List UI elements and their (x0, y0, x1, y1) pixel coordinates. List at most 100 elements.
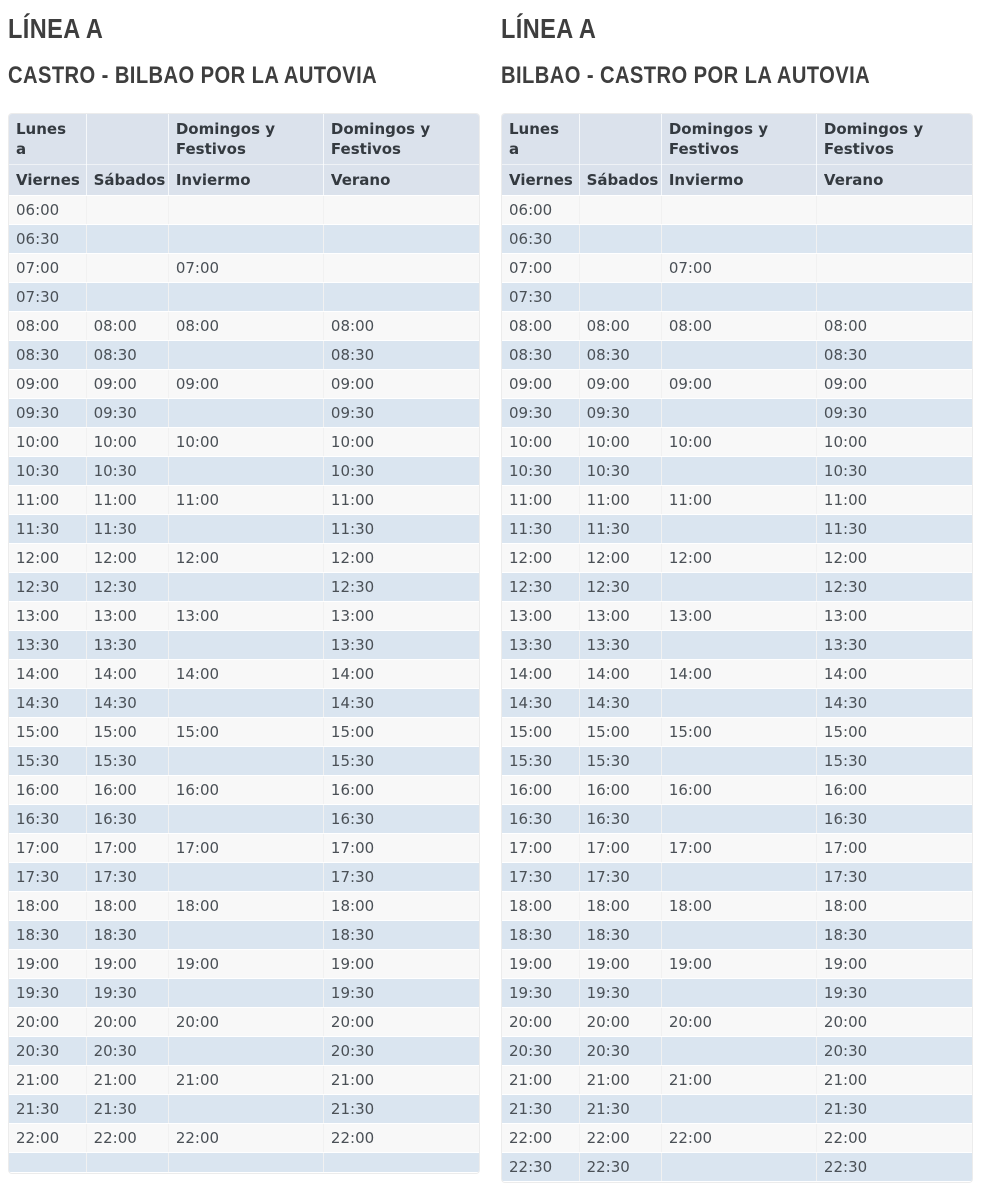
time-cell: 18:00 (661, 891, 817, 921)
time-cell: 18:30 (323, 920, 479, 950)
time-cell (661, 630, 817, 660)
time-cell: 10:00 (816, 427, 972, 457)
time-cell: 22:00 (502, 1123, 580, 1153)
time-cell: 14:00 (502, 659, 580, 689)
time-cell: 18:30 (579, 920, 662, 950)
table-row: 11:00 11:00 11:00 11:00 (502, 485, 972, 515)
table-row: 09:00 09:00 09:00 09:00 (502, 369, 972, 399)
header-saturdays-bottom: Sábados (579, 164, 662, 196)
table-row: 10:00 10:00 10:00 10:00 (502, 427, 972, 457)
line-title: LÍNEA A (501, 13, 597, 44)
time-cell (661, 340, 817, 370)
time-cell: 10:30 (323, 456, 479, 486)
time-cell (86, 1152, 169, 1173)
time-cell (168, 340, 324, 370)
time-cell: 11:00 (816, 485, 972, 515)
time-cell: 09:00 (661, 369, 817, 399)
table-row: 12:30 12:30 12:30 (502, 572, 972, 602)
route-title-castro-bilbao: CASTRO - BILBAO POR LA AUTOVIA (8, 62, 378, 90)
time-cell: 12:00 (502, 543, 580, 573)
time-cell: 15:30 (816, 746, 972, 776)
time-cell: 14:00 (86, 659, 169, 689)
time-cell (323, 253, 479, 283)
timetable-column-castro-bilbao: LÍNEA A CASTRO - BILBAO POR LA AUTOVIA L… (8, 8, 480, 1183)
time-cell: 17:30 (9, 862, 87, 892)
time-cell: 19:00 (168, 949, 324, 979)
time-cell: 19:00 (816, 949, 972, 979)
header-saturdays-top (579, 113, 662, 165)
time-cell (579, 282, 662, 312)
timetable-header: Lunes a Domingos y Festivos Domingos y F… (9, 113, 479, 196)
header-sundays-summer-top: Domingos y Festivos (323, 113, 479, 165)
time-cell: 16:00 (86, 775, 169, 805)
time-cell: 11:00 (86, 485, 169, 515)
time-cell: 21:30 (323, 1094, 479, 1124)
time-cell: 18:00 (168, 891, 324, 921)
time-cell: 14:00 (168, 659, 324, 689)
time-cell: 13:00 (661, 601, 817, 631)
time-cell: 11:30 (579, 514, 662, 544)
time-cell: 08:30 (816, 340, 972, 370)
time-cell (168, 572, 324, 602)
time-cell: 16:30 (86, 804, 169, 834)
time-cell: 20:00 (168, 1007, 324, 1037)
time-cell (168, 456, 324, 486)
line-title: LÍNEA A (8, 13, 104, 44)
time-cell: 11:30 (9, 514, 87, 544)
time-cell: 15:00 (323, 717, 479, 747)
time-cell: 15:00 (9, 717, 87, 747)
table-row: 21:30 21:30 21:30 (9, 1094, 479, 1124)
time-cell: 14:30 (579, 688, 662, 718)
table-row: 11:30 11:30 11:30 (502, 514, 972, 544)
table-row: 08:30 08:30 08:30 (9, 340, 479, 370)
table-row: 12:30 12:30 12:30 (9, 572, 479, 602)
time-cell: 14:30 (86, 688, 169, 718)
time-cell: 21:00 (86, 1065, 169, 1095)
time-cell (9, 1152, 87, 1173)
time-cell (661, 862, 817, 892)
table-row: 06:00 (9, 195, 479, 225)
time-cell (661, 1036, 817, 1066)
time-cell: 16:00 (502, 775, 580, 805)
time-cell: 15:00 (86, 717, 169, 747)
time-cell: 22:00 (323, 1123, 479, 1153)
time-cell: 12:30 (579, 572, 662, 602)
time-cell (168, 804, 324, 834)
time-cell: 10:30 (9, 456, 87, 486)
time-cell: 06:30 (9, 224, 87, 254)
time-cell (168, 224, 324, 254)
table-row: 17:30 17:30 17:30 (502, 862, 972, 892)
time-cell: 22:30 (502, 1152, 580, 1182)
time-cell: 12:30 (9, 572, 87, 602)
time-cell: 15:30 (323, 746, 479, 776)
table-row: 21:00 21:00 21:00 21:00 (502, 1065, 972, 1095)
time-cell: 20:30 (816, 1036, 972, 1066)
time-cell: 08:00 (323, 311, 479, 341)
time-cell: 20:00 (86, 1007, 169, 1037)
time-cell: 19:30 (9, 978, 87, 1008)
time-cell: 16:30 (9, 804, 87, 834)
time-cell (168, 978, 324, 1008)
time-cell: 10:00 (86, 427, 169, 457)
time-cell: 17:00 (661, 833, 817, 863)
time-cell: 10:30 (502, 456, 580, 486)
time-cell: 19:00 (661, 949, 817, 979)
time-cell: 18:00 (9, 891, 87, 921)
time-cell: 17:00 (9, 833, 87, 863)
time-cell: 09:30 (323, 398, 479, 428)
time-cell (661, 978, 817, 1008)
time-cell: 16:00 (323, 775, 479, 805)
time-cell: 15:00 (168, 717, 324, 747)
time-cell: 09:30 (86, 398, 169, 428)
time-cell: 09:00 (168, 369, 324, 399)
time-cell: 15:00 (816, 717, 972, 747)
time-cell: 12:30 (323, 572, 479, 602)
time-cell: 11:30 (816, 514, 972, 544)
time-cell (86, 195, 169, 225)
time-cell: 08:00 (816, 311, 972, 341)
time-cell: 11:30 (86, 514, 169, 544)
time-cell: 16:00 (9, 775, 87, 805)
table-row: 19:00 19:00 19:00 19:00 (502, 949, 972, 979)
time-cell: 20:00 (579, 1007, 662, 1037)
time-cell: 14:30 (9, 688, 87, 718)
